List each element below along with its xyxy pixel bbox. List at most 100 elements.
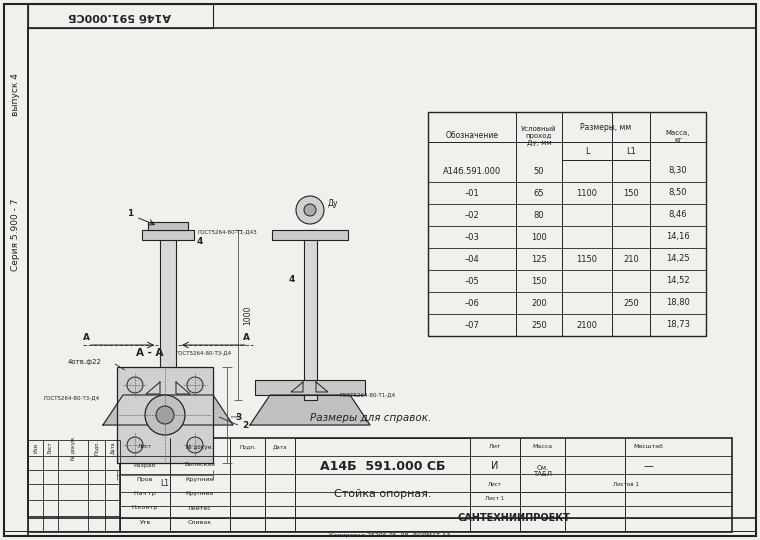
- Text: Дата: Дата: [273, 444, 287, 449]
- Text: Лит: Лит: [489, 444, 502, 449]
- Text: L1: L1: [160, 480, 169, 489]
- Text: И: И: [491, 461, 499, 471]
- Text: Утв: Утв: [139, 519, 150, 524]
- Text: 14,52: 14,52: [667, 276, 690, 286]
- Text: Изм: Изм: [33, 443, 38, 453]
- Text: Обозначение: Обозначение: [445, 132, 499, 140]
- Circle shape: [145, 395, 185, 435]
- Bar: [304, 230, 317, 400]
- Text: –03: –03: [464, 233, 480, 241]
- Text: –01: –01: [464, 188, 480, 198]
- Text: САНТЕХНИИПРОЕКТ: САНТЕХНИИПРОЕКТ: [457, 513, 570, 523]
- Text: А - А: А - А: [136, 348, 163, 358]
- Text: 14,16: 14,16: [666, 233, 690, 241]
- Text: 100: 100: [531, 233, 547, 241]
- Text: L1: L1: [626, 146, 636, 156]
- Text: Серия 5.900 - 7: Серия 5.900 - 7: [11, 199, 20, 271]
- Circle shape: [156, 406, 174, 424]
- Text: –02: –02: [464, 211, 480, 219]
- Bar: [120, 438, 732, 532]
- Bar: [28, 4, 213, 28]
- Bar: [160, 230, 176, 400]
- Text: 125: 125: [531, 254, 547, 264]
- Text: 4отв.ф22: 4отв.ф22: [68, 359, 102, 365]
- Text: 65: 65: [534, 188, 544, 198]
- Text: Размеры, мм: Размеры, мм: [581, 123, 632, 132]
- Text: 1000: 1000: [243, 305, 252, 325]
- Bar: [123, 380, 213, 395]
- Text: –07: –07: [464, 321, 480, 329]
- Text: Спивак: Спивак: [188, 519, 212, 524]
- Text: № докум.: № докум.: [71, 436, 75, 460]
- Text: А14Б  591.000 СБ: А14Б 591.000 СБ: [320, 460, 445, 472]
- Text: —: —: [644, 461, 654, 471]
- Text: Ду: Ду: [328, 199, 338, 208]
- Text: 8,30: 8,30: [669, 166, 687, 176]
- Text: 210: 210: [623, 254, 639, 264]
- Text: № докум.: № докум.: [186, 444, 214, 450]
- Text: Масса: Масса: [533, 444, 553, 449]
- Circle shape: [187, 377, 203, 393]
- Text: 80: 80: [534, 211, 544, 219]
- Polygon shape: [146, 382, 160, 394]
- Text: Копировал 25206-05  98  ФОРМАТ А3: Копировал 25206-05 98 ФОРМАТ А3: [329, 533, 451, 538]
- Text: Лейтес: Лейтес: [188, 505, 212, 510]
- Bar: [142, 230, 194, 240]
- Text: –06: –06: [464, 299, 480, 307]
- Text: А: А: [83, 334, 90, 342]
- Text: 8,50: 8,50: [669, 188, 687, 198]
- Text: 150: 150: [531, 276, 547, 286]
- Polygon shape: [103, 395, 233, 425]
- Text: Лист 1: Лист 1: [486, 496, 505, 502]
- Text: 18,73: 18,73: [666, 321, 690, 329]
- Bar: [117, 367, 213, 463]
- Text: –05: –05: [464, 276, 480, 286]
- Text: Беляская: Беляская: [185, 462, 215, 468]
- Text: 14,25: 14,25: [667, 254, 690, 264]
- Text: 4: 4: [197, 238, 203, 246]
- Text: 2: 2: [242, 421, 248, 429]
- Bar: [255, 380, 365, 395]
- Text: 18,80: 18,80: [666, 299, 690, 307]
- Text: Листов 1: Листов 1: [613, 482, 639, 487]
- Text: 200: 200: [531, 299, 547, 307]
- Text: ГОСТ5264-80-Т1-Д4: ГОСТ5264-80-Т1-Д4: [340, 393, 396, 397]
- Text: Масса,
кг: Масса, кг: [666, 130, 690, 143]
- Text: Размеры для справок.: Размеры для справок.: [310, 413, 431, 423]
- Text: ГОСТ5264-80-Т3-Д4: ГОСТ5264-80-Т3-Д4: [175, 350, 231, 355]
- Polygon shape: [250, 395, 370, 425]
- Text: 4: 4: [289, 275, 295, 285]
- Text: 2100: 2100: [577, 321, 597, 329]
- Text: Лист: Лист: [138, 444, 152, 449]
- Text: Разраб: Разраб: [134, 462, 157, 468]
- Text: 1150: 1150: [577, 254, 597, 264]
- Text: выпуск 4: выпуск 4: [11, 73, 20, 117]
- Text: ГОСТ5264-80-Т3-Д4: ГОСТ5264-80-Т3-Д4: [43, 395, 99, 401]
- Text: 8,46: 8,46: [669, 211, 687, 219]
- Text: Нач гр: Нач гр: [134, 490, 156, 496]
- Text: Масштаб: Масштаб: [634, 444, 663, 449]
- Text: Условный
проход
Ду, мм: Условный проход Ду, мм: [521, 126, 557, 146]
- Text: L: L: [232, 413, 240, 417]
- Circle shape: [296, 196, 324, 224]
- Text: А: А: [242, 334, 249, 342]
- Circle shape: [187, 437, 203, 453]
- Text: Стойка опорная.: Стойка опорная.: [334, 489, 432, 499]
- Text: 3: 3: [235, 414, 241, 422]
- Text: Дата: Дата: [110, 442, 115, 454]
- Bar: [272, 230, 348, 240]
- Text: 50: 50: [534, 166, 544, 176]
- Polygon shape: [176, 382, 190, 394]
- Text: Крупние: Крупние: [185, 476, 214, 482]
- Text: Подп.: Подп.: [239, 444, 256, 449]
- Text: Крупние: Крупние: [185, 490, 214, 496]
- Text: 1100: 1100: [577, 188, 597, 198]
- Bar: [148, 222, 188, 230]
- Text: Лист: Лист: [48, 442, 53, 454]
- Polygon shape: [316, 382, 328, 392]
- Text: Н.контр: Н.контр: [132, 505, 158, 510]
- Circle shape: [304, 204, 316, 216]
- Text: –04: –04: [464, 254, 480, 264]
- Text: См.
ТАБЛ: См. ТАБЛ: [533, 464, 552, 477]
- Text: 250: 250: [531, 321, 547, 329]
